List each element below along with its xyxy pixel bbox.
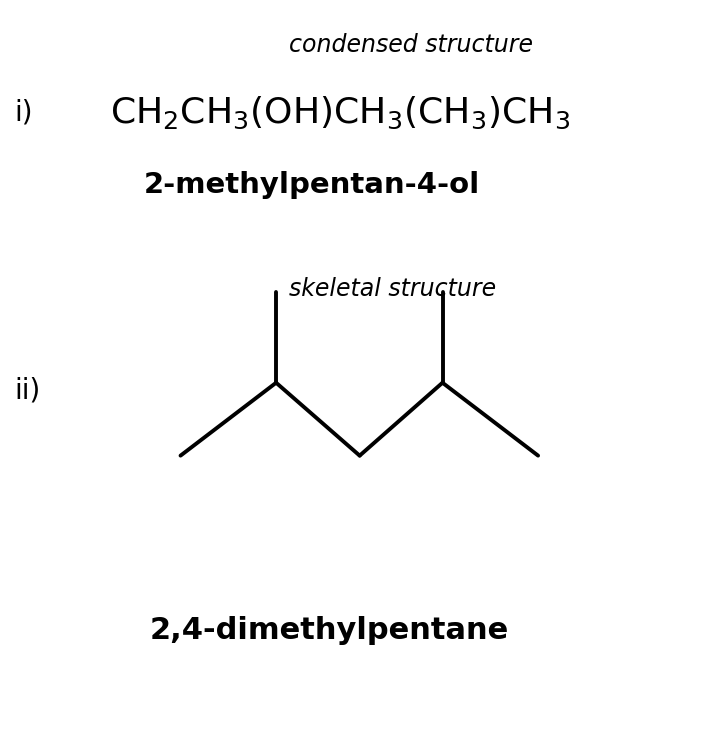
Text: 2-methylpentan-4-ol: 2-methylpentan-4-ol	[144, 171, 479, 199]
Text: condensed structure: condensed structure	[289, 33, 532, 57]
Text: 2,4-dimethylpentane: 2,4-dimethylpentane	[149, 616, 509, 645]
Text: $\mathregular{CH_2CH_3(OH)CH_3(CH_3)CH_3}$: $\mathregular{CH_2CH_3(OH)CH_3(CH_3)CH_3…	[110, 95, 570, 131]
Text: ii): ii)	[14, 376, 40, 404]
Text: skeletal structure: skeletal structure	[290, 277, 496, 301]
Text: i): i)	[14, 99, 33, 127]
